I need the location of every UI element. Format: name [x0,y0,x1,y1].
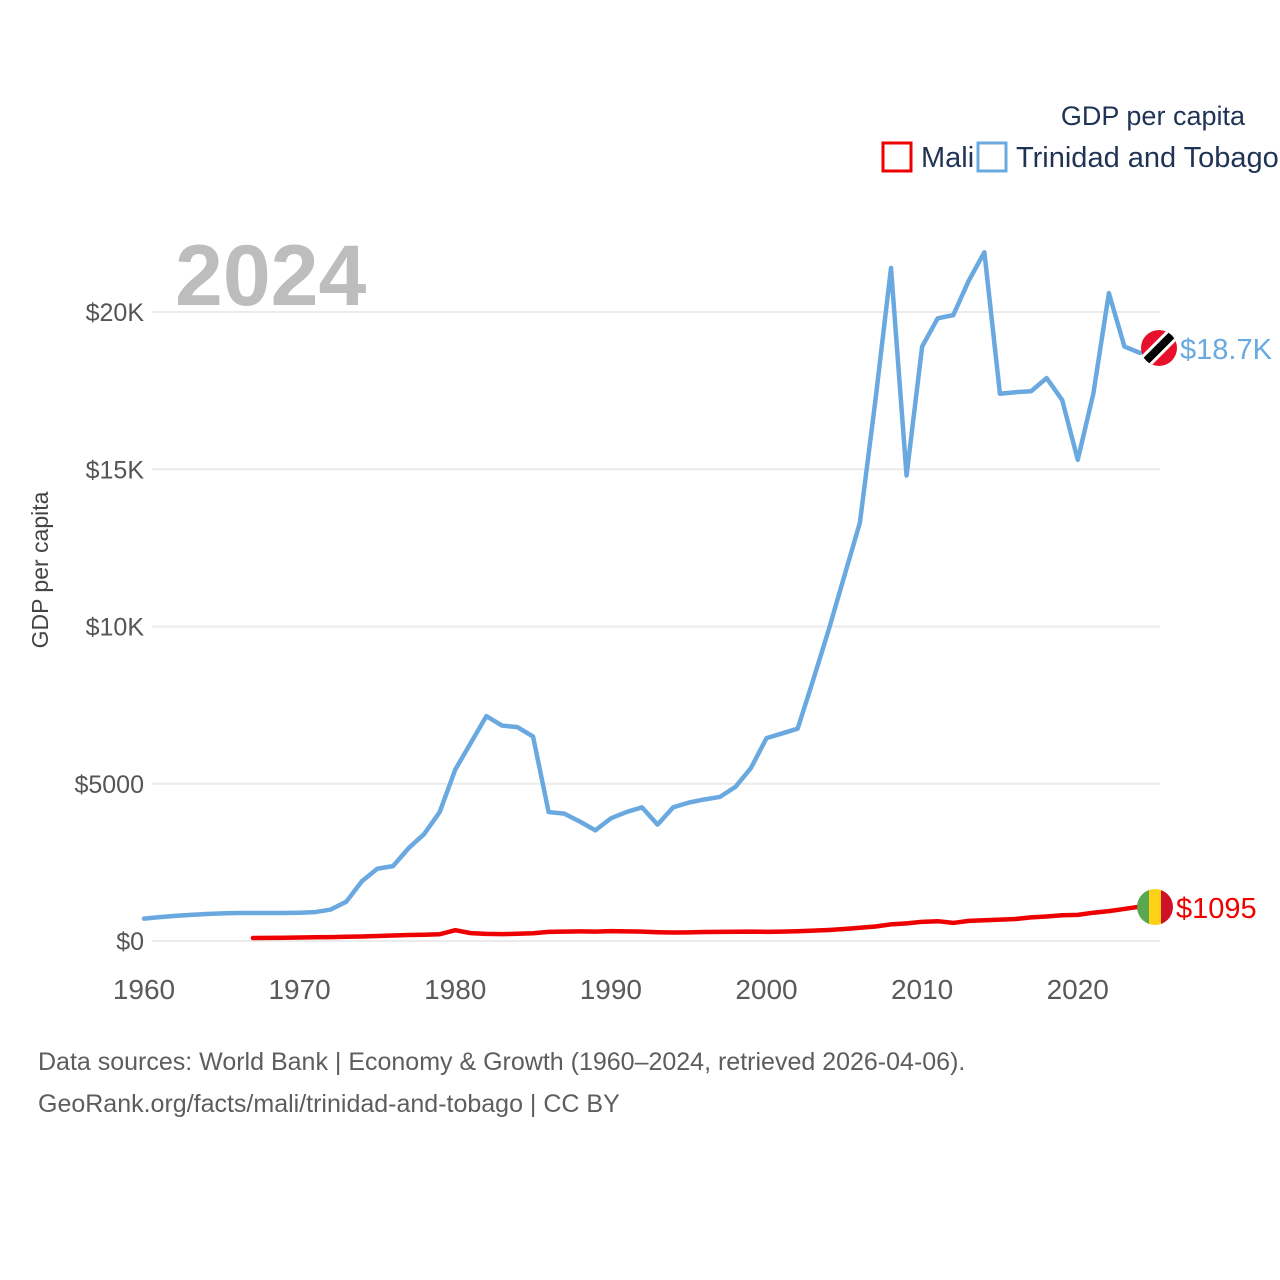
x-axis-tick-label: 2010 [891,974,953,1005]
x-axis-tick-label: 1970 [268,974,330,1005]
mali-flag-icon [1137,889,1173,925]
x-axis-tick-label: 1960 [113,974,175,1005]
footer-line-attribution: GeoRank.org/facts/mali/trinidad-and-toba… [38,1090,620,1118]
end-marker-trinidad-and-tobago[interactable]: $18.7K [1139,328,1273,368]
gridlines [152,311,1160,942]
footer-line-sources: Data sources: World Bank | Economy & Gro… [38,1048,965,1076]
x-axis-tick-label: 2020 [1047,974,1109,1005]
y-axis-tick-labels: $0 $5000 $10K $15K $20K [74,299,144,956]
y-axis-title: GDP per capita [27,491,53,648]
series-line-mali [250,904,1143,941]
y-axis-tick-label: $10K [86,614,145,642]
legend-label-mali: Mali [921,142,974,174]
series-line-trinidad-and-tobago [141,250,1143,921]
legend-item-trinidad-and-tobago[interactable]: Trinidad and Tobago [976,141,1279,174]
y-axis-tick-label: $5000 [74,771,144,799]
series-lines [141,250,1143,941]
legend: GDP per capita Mali Trinidad and Tobago [881,101,1279,174]
x-axis-tick-label: 1980 [424,974,486,1005]
trinidad-and-tobago-flag-icon [1141,330,1177,366]
x-axis-tick-labels: 1960 1970 1980 1990 2000 2010 2020 [113,974,1109,1005]
y-axis-tick-label: $20K [86,299,145,327]
legend-label-trinidad-and-tobago: Trinidad and Tobago [1016,142,1279,174]
x-axis-tick-label: 2000 [735,974,797,1005]
legend-title: GDP per capita [1061,101,1246,131]
y-axis-tick-label: $0 [116,928,144,956]
legend-swatch-mali [881,141,913,173]
x-axis-tick-label: 1990 [580,974,642,1005]
watermark-year: 2024 [175,228,366,324]
end-label-trinidad-and-tobago: $18.7K [1180,334,1273,366]
legend-swatch-trinidad-and-tobago [976,141,1008,173]
legend-item-mali[interactable]: Mali [881,141,974,174]
y-axis-tick-label: $15K [86,456,145,484]
end-marker-mali[interactable]: $1095 [1137,889,1257,925]
end-label-mali: $1095 [1176,893,1257,925]
